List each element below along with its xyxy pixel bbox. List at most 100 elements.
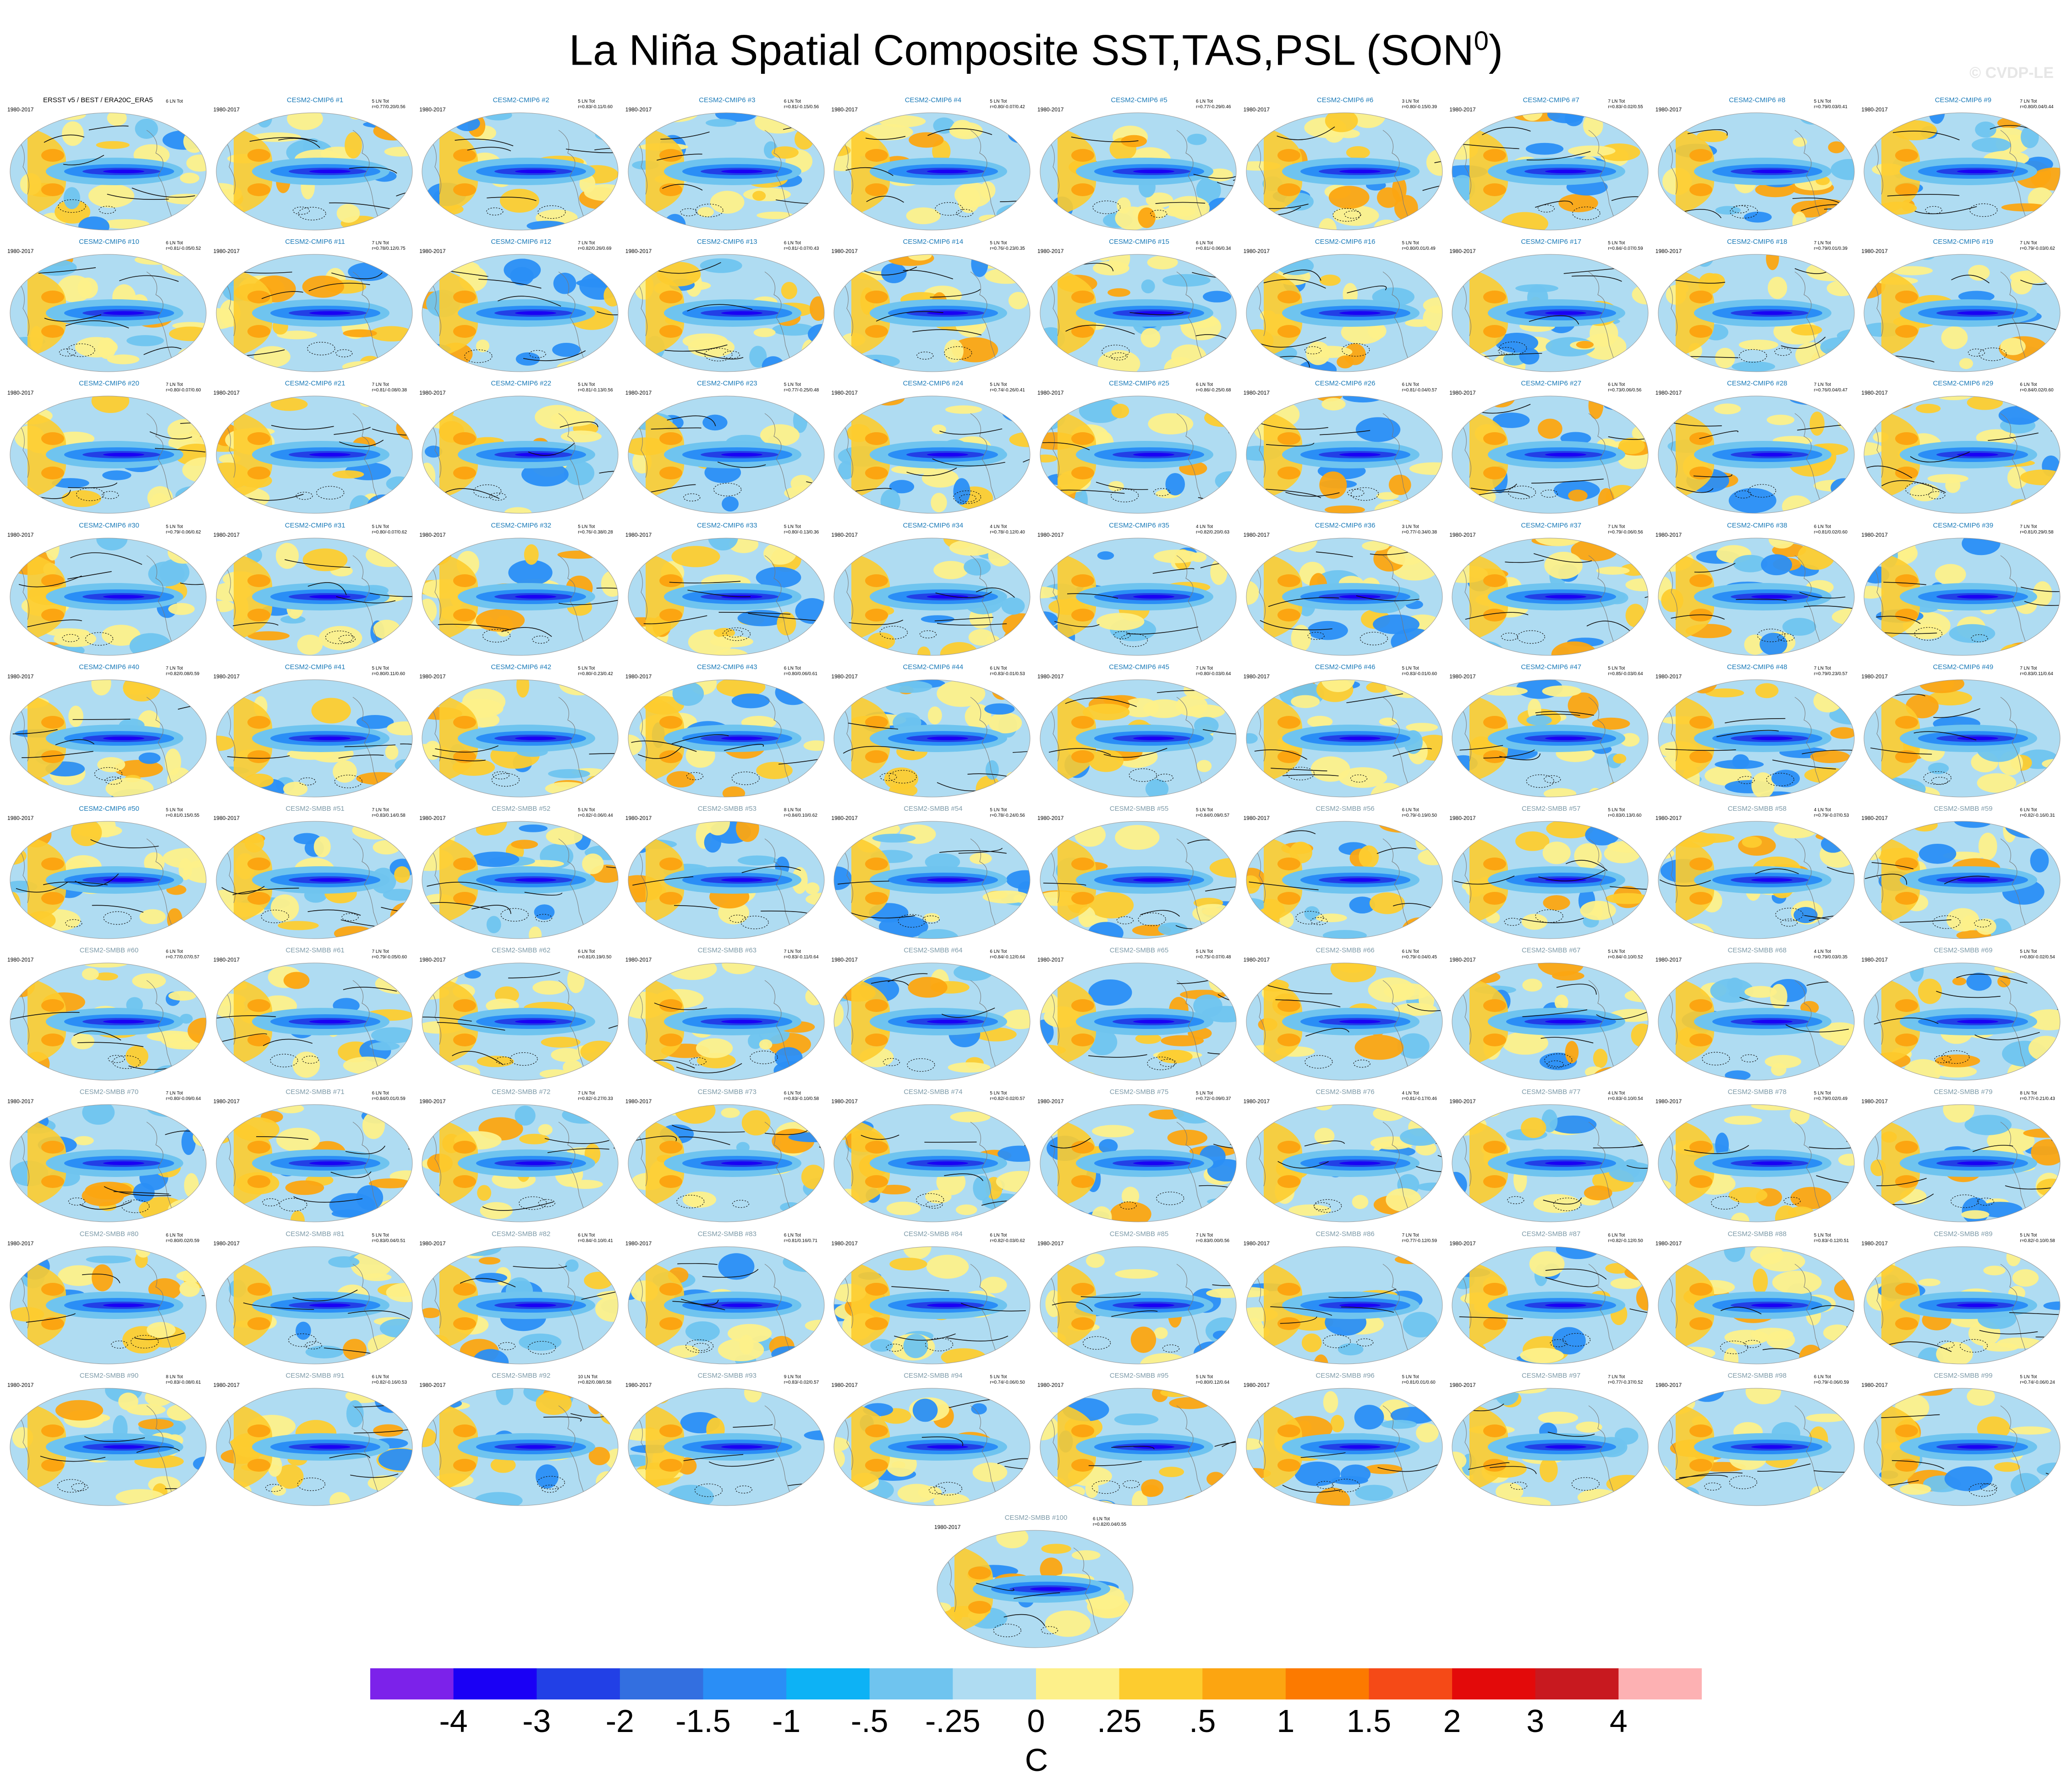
anomaly-map: [1040, 1246, 1237, 1364]
warm-core-south: [1689, 1317, 1712, 1330]
anomaly-map: [216, 1246, 413, 1364]
panel-name: CESM2-CMIP6 #10: [79, 238, 139, 246]
coastline-asia: [430, 847, 442, 903]
panel-stats: 8 LN Tot r=0.84/0.10/0.62: [784, 808, 830, 819]
warm-core-north: [453, 715, 477, 729]
map-outline: [833, 396, 1031, 514]
panel-years: 1980-2017: [7, 390, 34, 396]
anomaly-patch: [464, 970, 481, 979]
psl-contour: [1936, 991, 2001, 998]
panel-stats: 7 LN Tot r=0.80/0.04/0.44: [2020, 99, 2066, 110]
coastline-asia: [1254, 706, 1266, 761]
anomaly-patch: [580, 1040, 619, 1063]
map-panel: CESM2-SMBB #78 1980-2017 5 LN Tot r=0.79/0.…: [1655, 1088, 1860, 1226]
panel-correlation: r=0.81/-0.13/0.56: [578, 388, 613, 393]
colorbar-segment: [786, 1668, 870, 1699]
panel-event-count: 5 LN Tot: [1196, 1374, 1213, 1380]
anomaly-patch: [1246, 495, 1261, 514]
cold-tongue-center: [515, 878, 557, 882]
map-outline: [422, 396, 619, 514]
map-panel: CESM2-CMIP6 #23 1980-2017 5 LN Tot r=0.77/-…: [625, 379, 830, 517]
anomaly-patch: [1658, 1111, 1678, 1128]
panel-years: 1980-2017: [1655, 390, 1682, 396]
cold-tongue-center: [927, 736, 969, 740]
panel-name: CESM2-CMIP6 #27: [1521, 379, 1582, 388]
anomaly-patch: [1115, 825, 1160, 850]
anomaly-patch: [1313, 1354, 1328, 1364]
anomaly-patch: [1738, 340, 1778, 350]
psl-contour-dashed: [500, 908, 529, 922]
anomaly-patch: [521, 462, 569, 487]
map-outline: [1452, 962, 1649, 1081]
cold-tongue-center: [1751, 1161, 1792, 1166]
anomaly-map: [1452, 538, 1649, 656]
psl-contour: [1586, 620, 1634, 635]
warm-core-south: [1689, 1175, 1712, 1188]
anomaly-patch: [425, 445, 443, 458]
warm-core-north: [247, 858, 270, 870]
psl-contour-dashed: [529, 350, 546, 358]
anomaly-patch: [546, 827, 583, 845]
psl-contour: [1376, 847, 1416, 854]
coastline-asia: [1460, 706, 1472, 761]
psl-contour: [1328, 1288, 1396, 1298]
coastline-asia: [1254, 1273, 1266, 1328]
psl-contour: [44, 134, 85, 143]
anomaly-patch: [1415, 1423, 1439, 1443]
psl-contour-dashed: [1977, 1198, 1995, 1206]
anomaly-patch: [879, 115, 926, 127]
panel-years: 1980-2017: [1037, 106, 1064, 113]
anomaly-patch: [1196, 759, 1212, 772]
anomaly-map: [1864, 112, 2061, 231]
panel-stats: 6 LN Tot r=0.82/-0.03/0.62: [990, 1233, 1036, 1244]
anomaly-patch: [1074, 823, 1106, 847]
panel-correlation: r=0.82/0.26/0.69: [578, 246, 612, 252]
warm-core-south: [1895, 1034, 1919, 1047]
anomaly-patch: [101, 624, 141, 646]
psl-contour: [67, 571, 112, 579]
panel-event-count: 5 LN Tot: [372, 665, 389, 671]
anomaly-patch: [771, 223, 812, 230]
psl-contour: [1659, 879, 1711, 886]
panel-stats: 6 LN Tot r=0.84/-0.10/0.41: [578, 1233, 624, 1244]
psl-contour: [1228, 426, 1236, 434]
psl-contour: [1641, 1137, 1649, 1143]
anomaly-patch: [1040, 1256, 1053, 1268]
panel-event-count: 7 LN Tot: [784, 949, 801, 955]
anomaly-map: [1864, 1388, 2061, 1506]
panel-name: CESM2-SMBB #60: [79, 946, 139, 955]
panel-correlation: r=0.83/-0.12/0.51: [1814, 1238, 1849, 1243]
warm-core-north: [865, 1282, 888, 1296]
map-panel: CESM2-SMBB #100 1980-2017 6 LN Tot r=0.82/0…: [933, 1514, 1139, 1651]
warm-core-north: [453, 149, 477, 162]
panel-name: CESM2-SMBB #80: [79, 1230, 139, 1238]
map-panel: CESM2-CMIP6 #47 1980-2017 5 LN Tot r=0.85/-…: [1448, 663, 1654, 801]
psl-contour: [1874, 1017, 1939, 1025]
warm-core-north: [1895, 999, 1919, 1012]
anomaly-patch: [952, 120, 973, 137]
psl-contour: [256, 1136, 308, 1140]
cold-tongue-center: [1545, 453, 1587, 457]
anomaly-patch: [1321, 679, 1355, 692]
coastline-asia: [842, 564, 854, 620]
anomaly-patch: [793, 1349, 808, 1364]
map-panel: CESM2-CMIP6 #8 1980-2017 5 LN Tot r=0.79/0.…: [1655, 96, 1860, 234]
coastline-americas: [2001, 1405, 2026, 1493]
anomaly-patch: [1359, 845, 1379, 868]
panel-correlation: r=0.82/-0.06/0.44: [578, 813, 613, 818]
anomaly-patch: [881, 489, 901, 514]
psl-contour: [1881, 1414, 1940, 1418]
psl-contour: [1716, 730, 1779, 737]
anomaly-patch: [85, 1182, 132, 1200]
panel-correlation: r=0.80/-0.09/0.64: [166, 1096, 201, 1102]
panel-event-count: 5 LN Tot: [2020, 1232, 2037, 1238]
psl-contour-dashed: [925, 1337, 954, 1351]
psl-contour-dashed: [959, 494, 977, 502]
anomaly-patch: [992, 679, 1013, 700]
cold-tongue-center: [309, 453, 351, 457]
anomaly-patch: [1496, 1482, 1524, 1501]
coastline-asia: [636, 989, 647, 1045]
anomaly-patch: [283, 972, 309, 989]
anomaly-map: [216, 1104, 413, 1222]
map-outline: [1864, 679, 2061, 797]
